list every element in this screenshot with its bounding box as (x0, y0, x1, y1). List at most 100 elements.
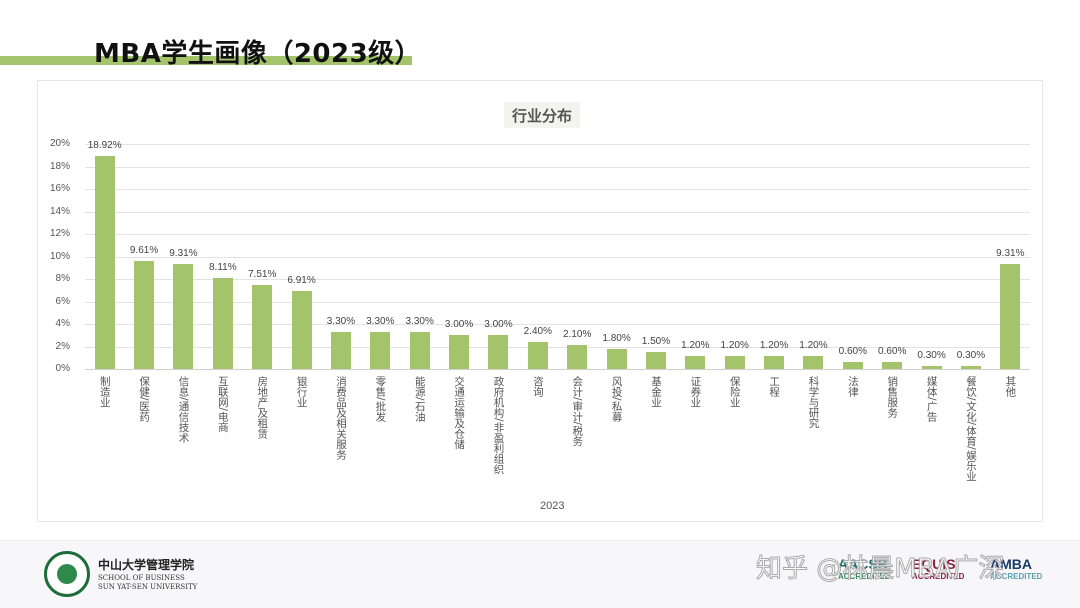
bar (252, 284, 273, 369)
aacsb-sub: ACCREDITED (838, 572, 891, 581)
x-category-label: 工程 (768, 376, 781, 397)
x-category-label: 交通运输及仓储 (453, 376, 466, 450)
x-category-label: 其他 (1004, 376, 1017, 397)
gridline (85, 279, 1030, 280)
x-category-label: 媒体/广告 (925, 376, 938, 422)
chart-frame (37, 80, 1043, 522)
title-underline-bar (0, 56, 412, 65)
y-tick-label: 4% (55, 318, 70, 329)
bar (960, 365, 981, 369)
x-category-label: 银行业 (295, 376, 308, 408)
bar-value-label: 8.11% (209, 261, 237, 273)
plot-area: 18.92% 9.61% 9.31% 8.11% 7.51% 6.91% 3.30% 3.30… (85, 140, 1030, 370)
y-tick-label: 20% (49, 138, 70, 149)
amba-logo-text: AMBA (990, 556, 1032, 572)
x-axis-line (85, 369, 1030, 370)
bar (882, 362, 903, 369)
page-title: MBA学生画像（2023级） (94, 39, 422, 69)
bar (134, 260, 155, 369)
x-axis-title: 2023 (540, 500, 565, 512)
y-tick-label: 14% (49, 205, 70, 217)
y-tick-label: 2% (55, 340, 70, 352)
gridline (85, 324, 1030, 325)
aacsb-badge: AACSB ACCREDITED (838, 556, 890, 586)
y-tick-label: 10% (49, 250, 70, 262)
bar-value-label: 3.00% (444, 319, 474, 331)
bar-value-label: 1.20% (681, 339, 710, 351)
gridline (85, 301, 1030, 303)
bar (685, 355, 706, 369)
bar-value-label: 1.20% (759, 339, 789, 351)
x-category-label: 餐饮/文化/体育/娱乐业 (964, 376, 977, 482)
equis-logo-text: EQUIS (912, 556, 956, 572)
x-category-label: 消费品及相关服务 (334, 376, 347, 460)
x-category-label: 信息/通信技术 (177, 376, 190, 443)
bar (803, 355, 824, 369)
gridline (85, 189, 1030, 190)
bar-value-label: 0.30% (917, 349, 946, 361)
x-category-label: 零售/批发 (374, 376, 387, 422)
bar-value-label: 9.61% (129, 244, 159, 256)
bar-value-label: 2.40% (523, 326, 552, 337)
chart-title: 行业分布 (504, 102, 581, 128)
school-name-cn: 中山大学管理学院 (98, 558, 195, 572)
bar-value-label: 1.50% (641, 336, 671, 348)
y-tick-label: 0% (55, 363, 70, 374)
footer (0, 540, 1080, 608)
bar-value-label: 1.20% (720, 339, 749, 351)
bar-value-label: 0.30% (956, 349, 986, 361)
logo-emblem-icon (57, 564, 77, 584)
bar-value-label: 0.60% (838, 346, 867, 358)
bar-value-label: 3.30% (366, 315, 395, 327)
bar (330, 331, 351, 369)
bar (94, 156, 115, 369)
school-name-en-line2: SUN YAT-SEN UNIVERSITY (98, 583, 198, 591)
x-category-label: 能源/石油 (413, 376, 426, 422)
bar-value-label: 7.51% (248, 268, 277, 280)
bar (449, 335, 470, 369)
x-category-label: 保健/医药 (138, 376, 151, 422)
x-category-label: 保险业 (728, 376, 741, 408)
y-tick-label: 6% (55, 295, 70, 307)
bar (1000, 264, 1021, 369)
bar-value-label: 3.00% (484, 319, 513, 331)
bar (409, 331, 430, 369)
amba-sub: ACCREDITED (990, 572, 1043, 581)
x-category-label: 风投/私募 (610, 376, 623, 422)
bar (173, 264, 194, 369)
gridline (85, 234, 1030, 235)
bar-value-label: 3.30% (405, 315, 434, 327)
x-category-label: 互联网/电商 (216, 376, 229, 433)
gridline (85, 211, 1030, 213)
bar (488, 335, 509, 369)
bar (567, 345, 588, 369)
equis-sub: ACCREDITED (912, 572, 965, 581)
gridline (85, 256, 1030, 258)
university-logo (44, 551, 90, 597)
aacsb-logo-text: AACSB (838, 556, 888, 572)
bar (645, 352, 666, 369)
bar-value-label: 1.20% (799, 339, 828, 351)
gridline (85, 166, 1030, 168)
watermark: 知乎 @林晨MBA广深 (755, 554, 1005, 585)
y-tick-label: 12% (49, 228, 70, 239)
x-category-label: 会计/审计/税务 (571, 376, 584, 447)
x-category-label: 咨询 (531, 376, 544, 397)
y-tick-label: 16% (49, 183, 70, 194)
gridline (85, 144, 1030, 145)
x-category-label: 政府机构/非盈利组织 (492, 376, 505, 475)
bar (842, 362, 863, 369)
x-category-label: 房地产及租赁 (256, 376, 269, 439)
bar (291, 291, 312, 369)
bar-value-label: 1.80% (602, 332, 631, 344)
x-category-label: 科学与研究 (807, 376, 820, 429)
bar-value-label: 9.31% (169, 248, 198, 260)
amba-badge: AMBA ACCREDITED (990, 556, 1042, 586)
bar-value-label: 0.60% (878, 346, 907, 358)
bar (370, 331, 391, 369)
equis-badge: EQUIS ACCREDITED (912, 556, 964, 586)
bar (724, 355, 745, 369)
y-tick-label: 18% (49, 160, 70, 172)
bar (764, 355, 785, 369)
bar (212, 277, 233, 369)
